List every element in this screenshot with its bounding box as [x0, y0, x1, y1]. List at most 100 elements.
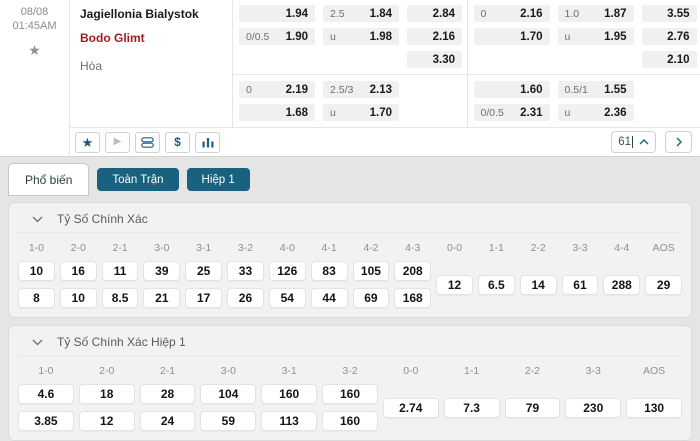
score-odds-cell[interactable]: 17: [185, 288, 222, 308]
handicap-odds-cell[interactable]: 0 2.19: [239, 81, 315, 98]
moneyline-odds-cell[interactable]: 3.55: [642, 5, 697, 22]
next-page-button[interactable]: [665, 131, 692, 153]
total-odds-cell[interactable]: 1.0 1.87: [558, 5, 634, 22]
score-odds-cell[interactable]: 113: [261, 411, 317, 431]
total-odds-cell[interactable]: u 1.98: [323, 28, 399, 45]
score-odds-cell[interactable]: 160: [322, 411, 378, 431]
score-odds-cell[interactable]: 11: [102, 261, 139, 281]
favorite-button[interactable]: ★: [75, 132, 100, 153]
score-odds-cell[interactable]: 160: [322, 384, 378, 404]
cashout-button[interactable]: $: [165, 132, 190, 153]
pitch-tracker-button[interactable]: [135, 132, 160, 153]
score-odds-cell[interactable]: 24: [140, 411, 196, 431]
score-odds-cell[interactable]: 10: [18, 261, 55, 281]
handicap-odds-cell[interactable]: 1.94: [239, 5, 315, 22]
odds-value: 2.84: [433, 8, 455, 20]
score-odds-cell[interactable]: 230: [565, 398, 621, 418]
moneyline-odds-cell[interactable]: 2.10: [642, 51, 697, 68]
score-odds-cell[interactable]: 160: [261, 384, 317, 404]
away-team-name[interactable]: Bodo Glimt: [80, 31, 222, 45]
total-odds-cell[interactable]: 0.5/1 1.55: [558, 81, 634, 98]
handicap-odds-cell[interactable]: 1.70: [474, 28, 550, 45]
score-odds-cell[interactable]: 3.85: [18, 411, 74, 431]
score-odds-cell[interactable]: 288: [603, 275, 640, 295]
odds-area: 1.94 2.5 1.84 2.84 0/0.5 1.90: [233, 0, 700, 127]
match-card: 08/08 01:45AM ★ Jagiellonia Bialystok Bo…: [0, 0, 700, 157]
total-odds-cell[interactable]: u 1.95: [558, 28, 634, 45]
score-odds-cell[interactable]: 168: [394, 288, 431, 308]
handicap-line: 0: [246, 84, 252, 96]
total-line: 1.0: [565, 8, 580, 20]
score-odds-cell[interactable]: 21: [143, 288, 180, 308]
score-odds-cell[interactable]: 12: [79, 411, 135, 431]
score-odds-cell[interactable]: 8: [18, 288, 55, 308]
score-odds-cell[interactable]: 18: [79, 384, 135, 404]
odds-value: 1.70: [520, 31, 542, 43]
score-odds-cell[interactable]: 16: [60, 261, 97, 281]
total-odds-cell[interactable]: 2.5 1.84: [323, 5, 399, 22]
section-header: Tỷ Số Chính Xác: [18, 210, 682, 233]
score-odds-cell[interactable]: 2.74: [383, 398, 439, 418]
tab-first-half[interactable]: Hiệp 1: [187, 168, 250, 191]
score-odds-cell[interactable]: 69: [353, 288, 390, 308]
score-column-header: 2-2: [505, 365, 561, 377]
score-odds-cell[interactable]: 14: [520, 275, 557, 295]
score-odds-cell[interactable]: 10: [60, 288, 97, 308]
score-odds-cell[interactable]: 54: [269, 288, 306, 308]
score-odds-cell[interactable]: 33: [227, 261, 264, 281]
score-odds-cell[interactable]: 104: [200, 384, 256, 404]
score-odds-cell[interactable]: 83: [311, 261, 348, 281]
favorite-star-icon[interactable]: ★: [0, 42, 69, 60]
score-odds-cell[interactable]: 39: [143, 261, 180, 281]
score-odds-cell[interactable]: 208: [394, 261, 431, 281]
total-odds-cell[interactable]: u 1.70: [323, 104, 399, 121]
odds-first-half: 0 2.16 1.0 1.87 3.55: [467, 0, 700, 127]
markets-count-toggle[interactable]: 61: [611, 131, 656, 153]
odds-value: 2.16: [520, 8, 542, 20]
total-line: u: [330, 31, 336, 43]
score-odds-cell[interactable]: 25: [185, 261, 222, 281]
score-odds-cell[interactable]: 4.6: [18, 384, 74, 404]
moneyline-odds-cell[interactable]: 2.76: [642, 28, 697, 45]
handicap-odds-cell[interactable]: 0/0.5 1.90: [239, 28, 315, 45]
tab-full-match[interactable]: Toàn Trận: [97, 168, 178, 191]
score-odds-cell[interactable]: 130: [626, 398, 682, 418]
score-odds-cell[interactable]: 12: [436, 275, 473, 295]
home-team-name[interactable]: Jagiellonia Bialystok: [80, 7, 222, 21]
score-odds-cell[interactable]: 79: [505, 398, 561, 418]
score-odds-cell[interactable]: 105: [353, 261, 390, 281]
text-cursor: [632, 136, 633, 148]
score-odds-cell[interactable]: 44: [311, 288, 348, 308]
statistics-button[interactable]: [195, 132, 220, 153]
handicap-line: 0: [481, 8, 487, 20]
score-odds-cell[interactable]: 29: [645, 275, 682, 295]
moneyline-odds-cell[interactable]: 3.30: [407, 51, 462, 68]
moneyline-odds-cell[interactable]: 2.16: [407, 28, 462, 45]
match-time-column: 08/08 01:45AM ★: [0, 0, 70, 156]
score-column-header: 0-0: [436, 242, 473, 254]
score-column-header: 4-2: [353, 242, 390, 254]
tab-popular[interactable]: Phổ biến: [8, 163, 89, 196]
score-odds-cell[interactable]: 7.3: [444, 398, 500, 418]
handicap-odds-cell[interactable]: 0/0.5 2.31: [474, 104, 550, 121]
handicap-odds-cell[interactable]: 0 2.16: [474, 5, 550, 22]
total-odds-cell[interactable]: u 2.36: [558, 104, 634, 121]
score-odds-cell[interactable]: 126: [269, 261, 306, 281]
score-odds-cell[interactable]: 6.5: [478, 275, 515, 295]
score-column-header: AOS: [645, 242, 682, 254]
handicap-odds-cell[interactable]: 1.68: [239, 104, 315, 121]
score-odds-cell[interactable]: 59: [200, 411, 256, 431]
chevron-down-icon[interactable]: [32, 216, 43, 223]
odds-value: 3.30: [433, 54, 455, 66]
score-odds-cell[interactable]: 26: [227, 288, 264, 308]
live-play-button[interactable]: ▶: [105, 132, 130, 153]
moneyline-odds-cell[interactable]: 2.84: [407, 5, 462, 22]
chevron-down-icon[interactable]: [32, 339, 43, 346]
handicap-odds-cell[interactable]: 1.60: [474, 81, 550, 98]
score-odds-cell[interactable]: 61: [562, 275, 599, 295]
total-odds-cell[interactable]: 2.5/3 2.13: [323, 81, 399, 98]
odds-value: 2.31: [520, 107, 542, 119]
score-odds-cell[interactable]: 28: [140, 384, 196, 404]
score-odds-cell[interactable]: 8.5: [102, 288, 139, 308]
